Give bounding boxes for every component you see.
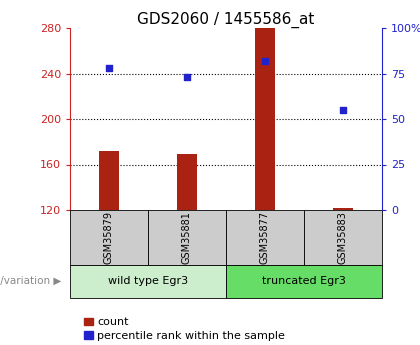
Point [340,107,346,113]
Bar [333,208,353,210]
Text: wild type Egr3: wild type Egr3 [108,276,188,286]
Text: GSM35879: GSM35879 [104,211,114,264]
Bar [226,265,382,298]
Text: truncated Egr3: truncated Egr3 [262,276,346,286]
Bar [226,210,304,265]
Text: genotype/variation ▶: genotype/variation ▶ [0,276,62,286]
Title: GDS2060 / 1455586_at: GDS2060 / 1455586_at [137,12,315,28]
Bar [304,210,382,265]
Text: GSM35881: GSM35881 [182,211,192,264]
Text: GSM35877: GSM35877 [260,211,270,264]
Bar [177,154,197,210]
Point [106,65,113,71]
Legend: count, percentile rank within the sample: count, percentile rank within the sample [84,317,285,341]
Point [184,75,190,80]
Bar [99,151,119,210]
Bar [70,265,226,298]
Bar [255,28,275,210]
Text: GSM35883: GSM35883 [338,211,348,264]
Point [262,58,268,63]
Bar [148,210,226,265]
Bar [70,210,148,265]
